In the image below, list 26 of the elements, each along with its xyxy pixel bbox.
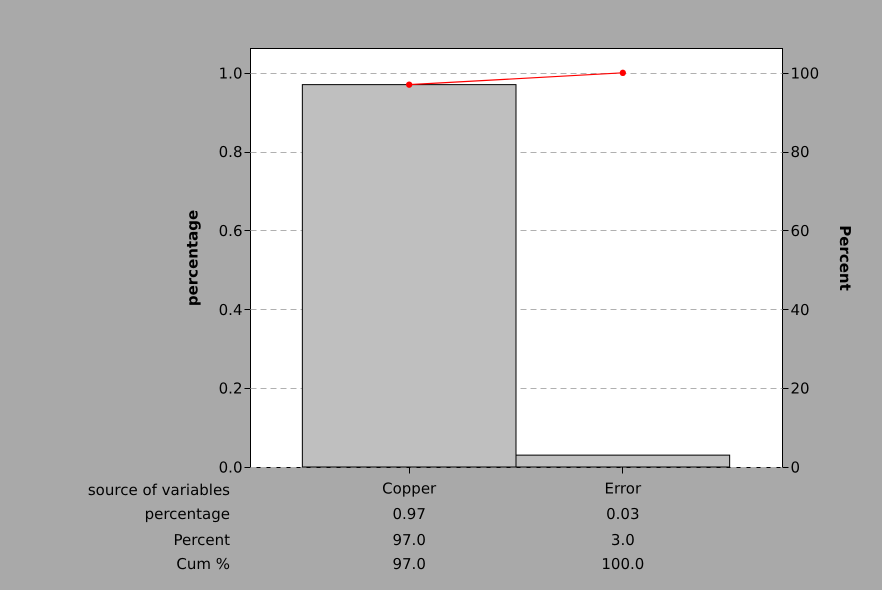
- text: 3.0: [610, 531, 635, 549]
- x-tick-label: Error: [604, 480, 642, 498]
- y-tick-label: 1.0: [218, 64, 242, 82]
- data-label: 0.03: [606, 505, 640, 523]
- x-tick-label: Copper: [382, 480, 438, 498]
- y2-tick-label: 60: [790, 222, 810, 240]
- text: Percent: [174, 531, 230, 549]
- data-label: 100.0: [601, 555, 644, 573]
- y-tick-label: 0.8: [218, 143, 242, 162]
- y-tick-label: 0.0: [218, 458, 242, 476]
- text: Cum %: [176, 555, 230, 573]
- y-tick-label: 0.2: [218, 380, 242, 398]
- y2-tick-label: 40: [790, 300, 810, 319]
- y-axis-title: percentage: [184, 210, 202, 306]
- y2-tick-label: 0: [790, 458, 800, 476]
- y-tick-label: 0.6: [218, 222, 242, 240]
- x-axis-title: source of variables: [88, 481, 230, 499]
- y2-axis-title: Percent: [836, 225, 854, 291]
- data-label: 97.0: [392, 555, 426, 573]
- y2-tick-label: 80: [790, 143, 810, 162]
- text: 97.0: [392, 531, 426, 549]
- y2-tick-label: 20: [790, 380, 810, 398]
- text: percentage: [144, 505, 230, 523]
- y2-tick-label: 100: [790, 64, 820, 82]
- y-tick-label: 0.4: [218, 300, 242, 319]
- data-label: 0.97: [392, 505, 426, 523]
